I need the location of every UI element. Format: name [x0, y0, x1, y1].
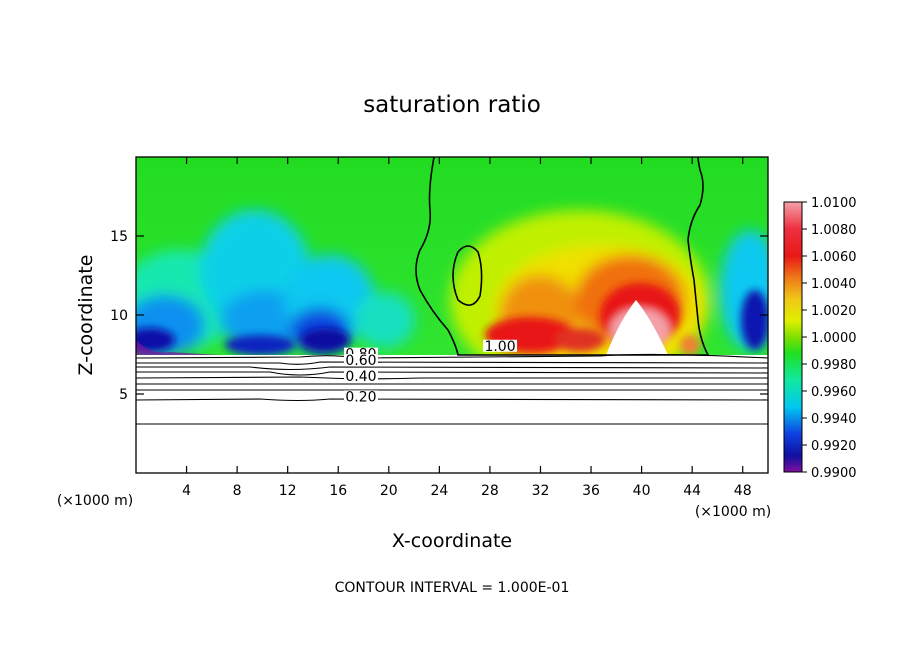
- colorbar-tick-label: 1.0000: [811, 331, 857, 346]
- colorbar-tick-label: 0.9940: [811, 412, 857, 427]
- contour-label-bg: [483, 339, 518, 352]
- contour-label-bg: [343, 353, 378, 366]
- x-tick-label: 8: [233, 483, 242, 499]
- x-tick-label: 4: [182, 483, 191, 499]
- colorbar-tick-label: 1.0020: [811, 304, 857, 319]
- y-axis-ticks: 5 10 15: [110, 229, 768, 403]
- x-unit-label-left: (×1000 m): [57, 493, 133, 509]
- contour-1.00: [415, 156, 710, 356]
- heatmap-field: [136, 157, 768, 473]
- colorbar-tick-label: 0.9960: [811, 385, 857, 400]
- x-tick-label: 20: [380, 483, 398, 499]
- contour-label: 1.00: [484, 339, 515, 355]
- contour-labels: 1.000.800.600.400.20: [343, 339, 518, 405]
- x-tick-label: 44: [683, 483, 701, 499]
- x-tick-label: 28: [481, 483, 499, 499]
- colorbar-ticks: 1.0100 1.0080 1.0060 1.0040 1.0020 1.0000 0.99…: [802, 196, 857, 481]
- colorbar-tick-label: 0.9980: [811, 358, 857, 373]
- y-tick-label: 10: [110, 308, 128, 324]
- contour-label-bg: [343, 369, 378, 382]
- x-tick-label: 16: [329, 483, 347, 499]
- contour-label: 0.60: [345, 353, 376, 369]
- x-tick-label: 36: [582, 483, 600, 499]
- x-axis-ticks: 4 8 12 16 20 24 28 32 36 40 44 48: [182, 157, 752, 499]
- contour-label: 0.20: [345, 389, 376, 405]
- colorbar-tick-label: 1.0080: [811, 223, 857, 238]
- contour-lines-lower: [135, 353, 769, 425]
- colorbar-tick-label: 0.9920: [811, 439, 857, 454]
- x-tick-label: 48: [734, 483, 752, 499]
- y-axis-label: Z-coordinate: [75, 255, 97, 376]
- contour-label-bg: [343, 390, 378, 403]
- y-tick-label: 5: [119, 387, 128, 403]
- colorbar-tick-label: 0.9900: [811, 466, 857, 481]
- x-tick-label: 40: [633, 483, 651, 499]
- contour-label: 0.40: [345, 369, 376, 385]
- colorbar-tick-label: 1.0100: [811, 196, 857, 211]
- y-tick-label: 15: [110, 229, 128, 245]
- x-unit-label-right: (×1000 m): [695, 504, 771, 520]
- x-tick-label: 24: [430, 483, 448, 499]
- contour-interval-note: CONTOUR INTERVAL = 1.000E-01: [335, 580, 570, 596]
- colorbar-tick-label: 1.0060: [811, 250, 857, 265]
- x-tick-label: 12: [279, 483, 297, 499]
- x-tick-label: 32: [532, 483, 550, 499]
- x-axis-label: X-coordinate: [392, 530, 512, 552]
- colorbar: [783, 201, 803, 473]
- colorbar-tick-label: 1.0040: [811, 277, 857, 292]
- chart-title: saturation ratio: [363, 92, 541, 118]
